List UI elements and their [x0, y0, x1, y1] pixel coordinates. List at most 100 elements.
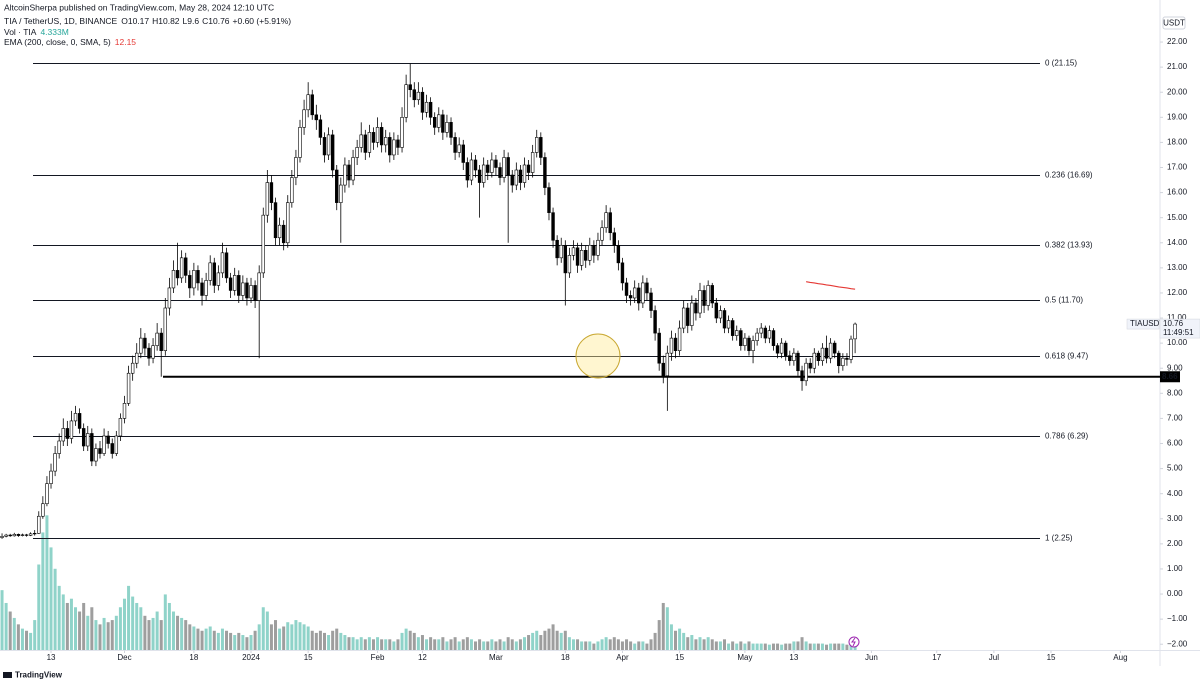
volume-bar [661, 602, 665, 650]
volume-bar [616, 639, 620, 650]
volume-bar [225, 630, 229, 650]
volume-bar [94, 620, 98, 650]
ohlc-value: 10.17 [128, 16, 150, 26]
currency-box[interactable] [1162, 16, 1186, 30]
candle-body [698, 290, 702, 314]
candle-body [196, 270, 200, 284]
support-badge [1160, 371, 1180, 383]
legend-volume: Vol · TIA 4.333M [4, 27, 69, 37]
volume-bar [596, 641, 600, 650]
candle-body [494, 159, 498, 168]
candle-body [616, 244, 621, 264]
fib-label: 0.382 (13.93) [1045, 241, 1093, 250]
volume-bar [682, 632, 686, 650]
volume-bar [767, 644, 771, 650]
y-tick-label: 5.00 [1167, 464, 1183, 473]
y-tick-label: 14.00 [1167, 238, 1188, 247]
candle-body [722, 310, 727, 329]
volume-bar [53, 568, 57, 650]
volume-bar [502, 641, 506, 650]
candle-body [592, 244, 596, 256]
volume-bar [539, 635, 543, 650]
volume-bar [90, 607, 94, 650]
volume-bar [12, 617, 16, 650]
candle-body [322, 137, 327, 156]
candle-body [220, 252, 225, 274]
change: +0.60 (+5.91%) [233, 16, 292, 26]
volume-bar [825, 644, 829, 650]
volume-bar [241, 635, 245, 650]
candle-body [167, 287, 172, 309]
candle-body [522, 164, 527, 183]
x-tick-label: 13 [47, 653, 56, 662]
volume-bar [527, 635, 531, 650]
candle-body [273, 202, 278, 239]
x-tick-label: Dec [117, 653, 131, 662]
volume-bar [629, 641, 633, 650]
candle-body [0, 536, 4, 538]
y-tick-label: 2.00 [1167, 539, 1183, 548]
volume-bar [41, 532, 45, 650]
candle-body [106, 435, 110, 444]
candle-body [567, 255, 572, 274]
volume-bar [122, 598, 126, 650]
volume-bar [282, 626, 286, 650]
volume-bar [461, 639, 465, 650]
candle-body [604, 212, 608, 229]
volume-bar [820, 643, 824, 650]
volume-bar [118, 607, 122, 650]
candle-body [69, 420, 74, 439]
volume-bar [576, 639, 580, 650]
volume-bar [445, 641, 449, 650]
volume-bar [180, 617, 184, 650]
brand: TradingView [15, 671, 63, 680]
volume-bar [674, 630, 678, 650]
candle-body [739, 330, 743, 346]
candle-body [114, 435, 119, 454]
fib-label: 0 (21.15) [1045, 59, 1077, 68]
candle-body [212, 262, 216, 286]
candle-body [375, 127, 380, 143]
currency[interactable]: USDT [1163, 19, 1185, 28]
volume-bar [110, 620, 114, 650]
volume-bar [420, 635, 424, 650]
volume-bar [380, 639, 384, 650]
volume-bar [20, 628, 24, 650]
ohlc-key: L [183, 16, 188, 26]
candle-body [796, 352, 800, 372]
candle-body [612, 232, 616, 246]
candle-body [90, 433, 94, 462]
candle-body [653, 310, 657, 334]
volume-bar [604, 637, 608, 650]
candle-body [481, 164, 486, 183]
volume-bar [384, 639, 388, 650]
candle-body [8, 534, 12, 537]
candle-body [41, 503, 45, 517]
volume-bar [269, 624, 273, 650]
candle-body [232, 275, 237, 291]
candle-body [457, 144, 461, 153]
candle-body [147, 347, 151, 359]
volume-bar [78, 611, 82, 650]
candle-body [208, 262, 212, 281]
candle-body [845, 357, 849, 360]
candle-body [310, 94, 314, 116]
volume-bar [800, 637, 804, 650]
candle-body [669, 337, 674, 354]
y-tick-label: −1.00 [1167, 614, 1188, 623]
y-tick-label: 16.00 [1167, 188, 1188, 197]
legend-symbol: TIA / TetherUS, 1D, BINANCE O10.17 H10.82 L… [4, 16, 291, 26]
candle-body [535, 137, 539, 153]
candle-body [702, 290, 706, 306]
volume-bar [425, 639, 429, 650]
volume-bar [690, 635, 694, 650]
volume-bar [208, 626, 212, 650]
volume-bar [792, 641, 796, 650]
price-badge-label: 10.76 [1163, 319, 1184, 328]
volume-bar [367, 637, 371, 650]
y-tick-label: −2.00 [1167, 639, 1188, 648]
candle-body [673, 337, 678, 351]
candle-body [151, 345, 155, 359]
x-tick-label: Jul [989, 653, 999, 662]
candle-body [184, 257, 188, 276]
